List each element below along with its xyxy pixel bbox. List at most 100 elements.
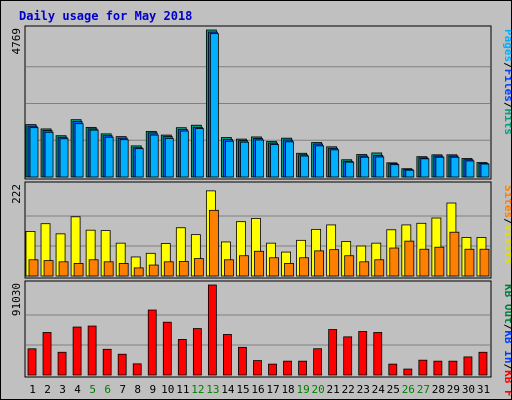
x-tick-label-13: 13 xyxy=(206,383,219,396)
x-tick-label-18: 18 xyxy=(281,383,294,396)
legend-kb-out: KB Out xyxy=(502,284,511,324)
bar-kb-f-day-18 xyxy=(283,360,292,376)
bar-pages-day-9 xyxy=(149,134,159,178)
bar-sites-day-4 xyxy=(73,263,84,277)
x-tick-label-30: 30 xyxy=(462,383,475,396)
x-tick-label-10: 10 xyxy=(161,383,174,396)
bar-sites-day-3 xyxy=(58,261,69,277)
bar-kb-f-day-20 xyxy=(313,348,323,376)
bar-pages-day-15 xyxy=(240,141,249,178)
x-tick-label-23: 23 xyxy=(357,383,370,396)
x-tick-label-7: 7 xyxy=(119,383,126,396)
bar-kb-f-day-29 xyxy=(448,360,458,376)
bar-sites-day-15 xyxy=(239,255,249,277)
x-tick-label-27: 27 xyxy=(417,383,430,396)
legend-pages: Pages xyxy=(502,29,511,62)
bar-pages-day-19 xyxy=(300,155,309,178)
bar-kb-f-day-15 xyxy=(238,346,247,376)
x-tick-label-25: 25 xyxy=(387,383,400,396)
x-tick-label-21: 21 xyxy=(327,383,340,396)
bar-kb-f-day-2 xyxy=(42,332,52,376)
bar-kb-f-day-28 xyxy=(433,360,443,376)
x-tick-label-31: 31 xyxy=(477,383,490,396)
panel-hits-legend: Pages/Files/Hits xyxy=(502,29,511,135)
x-tick-label-20: 20 xyxy=(312,383,325,396)
bar-kb-f-day-27 xyxy=(418,359,428,376)
bar-sites-day-28 xyxy=(434,246,445,277)
bar-pages-day-1 xyxy=(29,127,39,178)
bar-pages-day-13 xyxy=(209,33,219,178)
bar-sites-day-31 xyxy=(479,248,490,277)
bar-sites-day-6 xyxy=(103,261,114,277)
bar-kb-f-day-1 xyxy=(27,348,37,376)
bar-kb-f-day-31 xyxy=(478,351,488,376)
bar-pages-day-4 xyxy=(74,123,84,178)
bar-pages-day-12 xyxy=(194,128,204,178)
bar-sites-day-20 xyxy=(314,250,325,277)
bar-kb-f-day-11 xyxy=(177,339,187,376)
bar-pages-day-11 xyxy=(179,130,189,178)
bar-kb-f-day-13 xyxy=(207,284,217,376)
x-tick-label-2: 2 xyxy=(44,383,51,396)
bar-pages-day-6 xyxy=(104,136,114,178)
bar-pages-day-14 xyxy=(225,140,234,178)
panel-kbytes-legend: KB Out/KB In/KB F xyxy=(502,284,511,397)
bar-pages-day-31 xyxy=(480,163,490,178)
x-tick-label-16: 16 xyxy=(251,383,264,396)
x-tick-label-12: 12 xyxy=(191,383,204,396)
bar-sites-day-19 xyxy=(299,257,309,277)
bar-kb-f-day-10 xyxy=(162,321,172,376)
bar-kb-f-day-23 xyxy=(358,331,368,376)
bar-sites-day-16 xyxy=(254,250,264,277)
bar-pages-day-23 xyxy=(360,156,370,178)
panel-hits-ymax-label: 4769 xyxy=(10,28,23,55)
bar-kb-f-day-6 xyxy=(102,348,112,376)
bar-sites-day-5 xyxy=(88,259,99,277)
bar-pages-day-30 xyxy=(465,160,475,178)
bar-sites-day-29 xyxy=(449,231,460,277)
bar-sites-day-11 xyxy=(178,261,189,277)
x-tick-label-26: 26 xyxy=(402,383,415,396)
bar-sites-day-30 xyxy=(464,248,475,277)
bar-sites-day-26 xyxy=(404,240,415,277)
bar-kb-f-day-26 xyxy=(403,368,413,376)
bar-pages-day-3 xyxy=(59,138,69,178)
panel-visits: 222 Sites/Visits xyxy=(10,181,511,279)
bar-kb-f-day-14 xyxy=(223,334,232,376)
bar-sites-day-23 xyxy=(359,261,370,277)
legend-separator: / xyxy=(502,364,511,371)
bar-sites-day-27 xyxy=(419,248,430,277)
legend-separator: / xyxy=(502,102,511,109)
bar-sites-day-17 xyxy=(269,257,279,277)
legend-hits: Hits xyxy=(502,109,511,136)
legend-separator: / xyxy=(502,324,511,331)
x-axis-labels: 1 2 3 4 5 6 7 8 9 10 11 12 13 14 15 16 17 18 19 20 21 22 23 24 2… xyxy=(29,383,490,396)
bar-sites-day-7 xyxy=(118,263,129,277)
x-tick-label-6: 6 xyxy=(104,383,111,396)
bar-pages-day-5 xyxy=(89,129,99,178)
bar-pages-day-16 xyxy=(255,139,264,178)
bar-sites-day-12 xyxy=(193,258,204,277)
bar-pages-day-22 xyxy=(345,161,355,178)
bar-pages-day-20 xyxy=(315,145,325,178)
bar-sites-day-9 xyxy=(148,264,159,277)
bar-pages-day-29 xyxy=(450,156,460,178)
bar-kb-f-day-19 xyxy=(298,360,307,376)
bar-sites-day-22 xyxy=(344,255,355,277)
bar-kb-f-day-4 xyxy=(72,326,82,376)
x-tick-label-15: 15 xyxy=(236,383,249,396)
bar-pages-day-10 xyxy=(164,138,174,178)
bar-kb-f-day-7 xyxy=(117,353,127,376)
bar-kb-f-day-17 xyxy=(268,363,277,376)
bar-kb-f-day-12 xyxy=(192,328,202,376)
bar-kb-f-day-25 xyxy=(388,363,398,376)
panels-layer: 4769Pages/Files/Hits222Sites/Visits91030… xyxy=(10,25,511,397)
x-tick-label-3: 3 xyxy=(59,383,66,396)
x-tick-label-28: 28 xyxy=(432,383,445,396)
bar-sites-day-21 xyxy=(329,249,340,277)
x-tick-label-19: 19 xyxy=(296,383,309,396)
bar-pages-day-24 xyxy=(375,156,385,178)
